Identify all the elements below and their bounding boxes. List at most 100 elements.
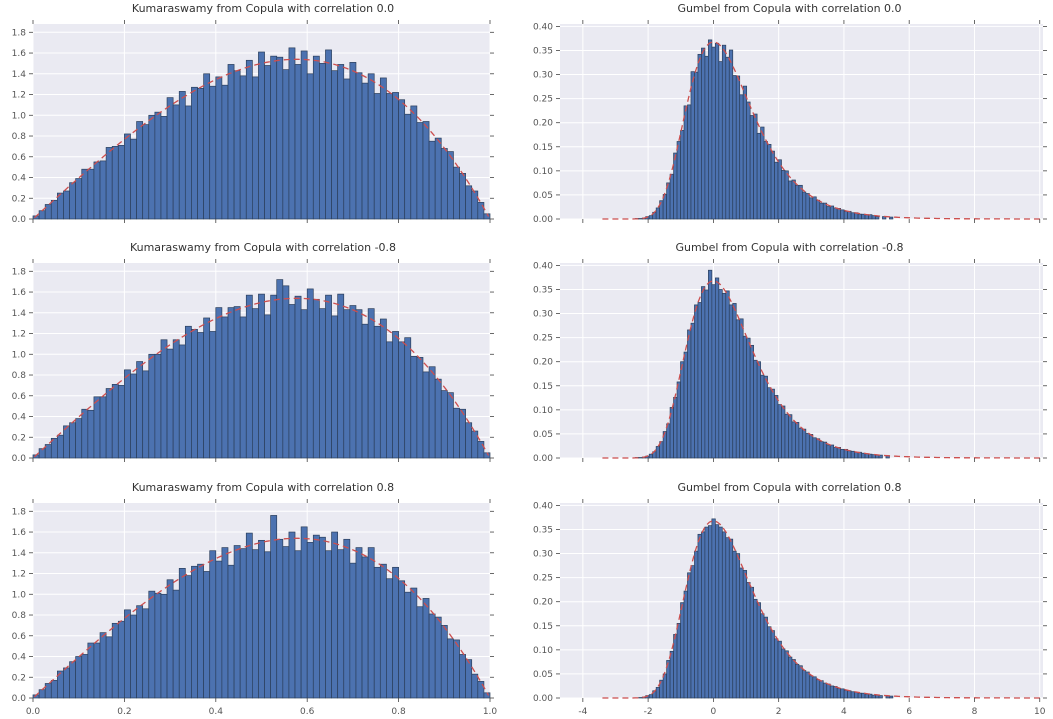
- histogram-bars: [634, 269, 890, 459]
- svg-text:1.6: 1.6: [12, 288, 27, 298]
- svg-text:10: 10: [1034, 707, 1046, 717]
- plot-title-kumaraswamy-corr-0: Kumaraswamy from Copula with correlation…: [131, 2, 395, 15]
- svg-text:0.10: 0.10: [533, 646, 553, 656]
- plot-title-gumbel-corr-0.8: Gumbel from Copula with correlation 0.8: [677, 481, 902, 494]
- svg-text:1.0: 1.0: [483, 707, 498, 717]
- svg-text:0.20: 0.20: [533, 358, 553, 368]
- svg-text:0.20: 0.20: [533, 119, 553, 129]
- plot-gumbel-corr-0.8: 0.00 0.05 0.10 0.15 0.20 0.25 0.30 0.35 0.40 -4 -2…: [533, 499, 1047, 717]
- svg-text:0.40: 0.40: [533, 261, 553, 271]
- plot-title-gumbel-corr-0: Gumbel from Copula with correlation 0.0: [677, 2, 902, 15]
- svg-text:0.2: 0.2: [12, 433, 26, 443]
- svg-text:0.8: 0.8: [391, 707, 406, 717]
- subplot-gumbel-corr-neg-0.8: Gumbel from Copula with correlation -0.8…: [526, 239, 1053, 479]
- plot-gumbel-corr-0: 0.00 0.05 0.10 0.15 0.20 0.25 0.30 0.35 0.40: [533, 20, 1047, 225]
- svg-text:0.35: 0.35: [533, 46, 553, 56]
- histogram-bars: [634, 39, 894, 220]
- y-tick-labels: 0.0 0.2 0.4 0.6 0.8 1.0 1.2 1.4 1.6 1.8: [12, 267, 27, 464]
- svg-text:2: 2: [776, 707, 782, 717]
- y-tick-labels: 0.00 0.05 0.10 0.15 0.20 0.25 0.30 0.35 0.40: [533, 22, 553, 225]
- subplot-kumaraswamy-corr-0: Kumaraswamy from Copula with correlation…: [0, 0, 526, 239]
- svg-text:1.4: 1.4: [12, 70, 27, 80]
- axis-ticks: [556, 499, 1047, 702]
- svg-text:0.4: 0.4: [12, 653, 27, 663]
- svg-text:0.4: 0.4: [12, 174, 27, 184]
- svg-text:6: 6: [906, 707, 912, 717]
- svg-text:1.2: 1.2: [12, 570, 26, 580]
- svg-text:0.2: 0.2: [12, 194, 26, 204]
- histogram-bars: [32, 515, 491, 699]
- plot-kumaraswamy-corr-neg-0.8: 0.0 0.2 0.4 0.6 0.8 1.0 1.2 1.4 1.6 1.8: [12, 259, 494, 464]
- density-curve: [602, 41, 1042, 220]
- svg-text:0.05: 0.05: [533, 670, 553, 680]
- svg-text:0.15: 0.15: [533, 143, 553, 153]
- subplot-kumaraswamy-corr-0.8: Kumaraswamy from Copula with correlation…: [0, 479, 526, 719]
- svg-text:0.0: 0.0: [12, 215, 27, 225]
- density-curve: [33, 537, 490, 698]
- svg-text:0.0: 0.0: [12, 694, 27, 704]
- density-curve: [602, 520, 1042, 699]
- svg-text:0.8: 0.8: [12, 132, 27, 142]
- plot-title-gumbel-corr-neg-0.8: Gumbel from Copula with correlation -0.8: [675, 241, 904, 254]
- svg-text:0.10: 0.10: [533, 406, 553, 416]
- subplot-gumbel-corr-0.8: Gumbel from Copula with correlation 0.8 …: [526, 479, 1053, 719]
- axis-ticks: [556, 259, 1047, 462]
- svg-text:1.4: 1.4: [12, 309, 27, 319]
- svg-text:0.30: 0.30: [533, 310, 553, 320]
- svg-text:0.0: 0.0: [26, 707, 41, 717]
- y-tick-labels: 0.0 0.2 0.4 0.6 0.8 1.0 1.2 1.4 1.6 1.8: [12, 28, 27, 225]
- svg-text:1.2: 1.2: [12, 330, 26, 340]
- svg-text:0.6: 0.6: [12, 632, 27, 642]
- svg-text:0: 0: [711, 707, 717, 717]
- svg-text:0.40: 0.40: [533, 501, 553, 511]
- svg-text:0.6: 0.6: [12, 392, 27, 402]
- svg-text:0.15: 0.15: [533, 382, 553, 392]
- axis-ticks: [29, 20, 494, 223]
- density-curve: [602, 280, 1042, 459]
- svg-text:1.4: 1.4: [12, 549, 27, 559]
- svg-text:0.35: 0.35: [533, 285, 553, 295]
- svg-text:0.2: 0.2: [117, 707, 131, 717]
- svg-text:0.6: 0.6: [300, 707, 315, 717]
- svg-text:0.30: 0.30: [533, 71, 553, 81]
- svg-text:0.05: 0.05: [533, 191, 553, 201]
- plot-title-kumaraswamy-corr-0.8: Kumaraswamy from Copula with correlation…: [131, 481, 395, 494]
- svg-text:8: 8: [972, 707, 978, 717]
- svg-text:0.6: 0.6: [12, 153, 27, 163]
- svg-text:0.8: 0.8: [12, 611, 27, 621]
- y-tick-labels: 0.00 0.05 0.10 0.15 0.20 0.25 0.30 0.35 0.40: [533, 261, 553, 464]
- axis-ticks: [29, 499, 494, 702]
- svg-text:1.8: 1.8: [12, 267, 27, 277]
- svg-text:1.0: 1.0: [12, 590, 27, 600]
- subplot-kumaraswamy-corr-neg-0.8: Kumaraswamy from Copula with correlation…: [0, 239, 526, 479]
- axis-ticks: [556, 20, 1047, 223]
- density-curve: [33, 58, 490, 219]
- x-tick-labels: 0.0 0.2 0.4 0.6 0.8 1.0: [26, 707, 498, 717]
- x-tick-labels: -4 -2 0 2 4 6 8 10: [578, 707, 1045, 717]
- plot-title-kumaraswamy-corr-neg-0.8: Kumaraswamy from Copula with correlation…: [129, 241, 397, 254]
- svg-text:1.0: 1.0: [12, 111, 27, 121]
- svg-text:0.25: 0.25: [533, 95, 553, 105]
- axis-ticks: [29, 259, 494, 462]
- svg-text:1.8: 1.8: [12, 507, 27, 517]
- histogram-bars: [32, 279, 491, 459]
- svg-text:1.6: 1.6: [12, 49, 27, 59]
- svg-text:0.8: 0.8: [12, 371, 27, 381]
- svg-text:0.35: 0.35: [533, 525, 553, 535]
- svg-text:4: 4: [841, 707, 847, 717]
- svg-text:-4: -4: [578, 707, 587, 717]
- svg-text:0.15: 0.15: [533, 622, 553, 632]
- svg-text:0.00: 0.00: [533, 454, 553, 464]
- svg-text:0.10: 0.10: [533, 167, 553, 177]
- plot-panel: [560, 263, 1043, 458]
- svg-text:1.2: 1.2: [12, 91, 26, 101]
- svg-text:-2: -2: [644, 707, 653, 717]
- svg-text:1.0: 1.0: [12, 350, 27, 360]
- plot-kumaraswamy-corr-0.8: 0.00.20.40.60.81.01.21.41.61.80.0 0.2 0.4 0…: [12, 499, 498, 717]
- plot-gumbel-corr-neg-0.8: 0.00 0.05 0.10 0.15 0.20 0.25 0.30 0.35 0.40: [533, 259, 1047, 464]
- histogram-bars: [32, 47, 491, 220]
- svg-text:0.25: 0.25: [533, 334, 553, 344]
- svg-text:0.40: 0.40: [533, 22, 553, 32]
- svg-text:1.6: 1.6: [12, 528, 27, 538]
